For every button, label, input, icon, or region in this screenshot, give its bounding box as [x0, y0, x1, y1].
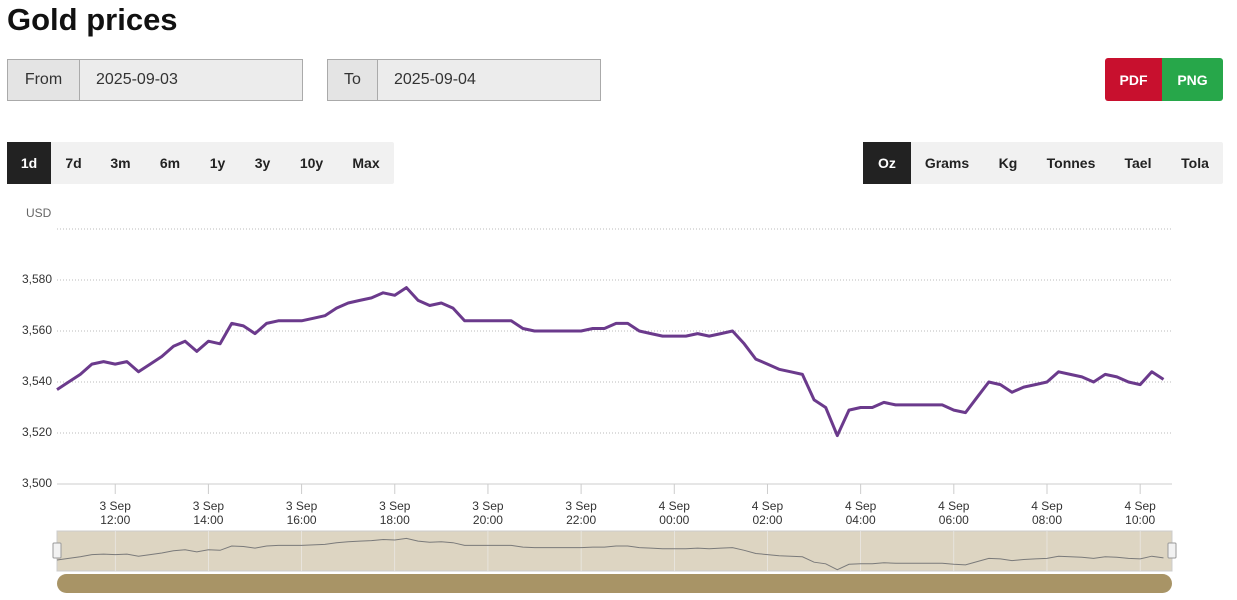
x-tick-label: 4 Sep 10:00 [1124, 499, 1156, 527]
x-tick-label: 4 Sep 04:00 [844, 499, 877, 527]
page-title: Gold prices [7, 2, 178, 37]
y-tick-label: 3,500 [22, 476, 52, 490]
x-tick-label: 3 Sep 16:00 [285, 499, 318, 527]
option-button[interactable]: 3m [110, 155, 131, 171]
from-field[interactable]: From 2025-09-03 [7, 59, 303, 101]
x-tick-label: 4 Sep 00:00 [658, 499, 690, 527]
x-tick-label: 3 Sep 22:00 [565, 499, 597, 527]
navigator-handle [1167, 542, 1177, 559]
x-tick-label: 4 Sep 06:00 [938, 499, 970, 527]
x-tick-label: 3 Sep 20:00 [472, 499, 504, 527]
from-value[interactable]: 2025-09-03 [96, 71, 178, 88]
option-button[interactable]: 7d [65, 155, 82, 171]
option-button[interactable]: Kg [998, 155, 1018, 171]
option-button[interactable]: Tonnes [1046, 155, 1096, 171]
y-tick-label: 3,540 [22, 374, 52, 388]
x-tick-label: 4 Sep 02:00 [751, 499, 784, 527]
navigator-handle [52, 542, 62, 559]
y-tick-label: 3,560 [22, 323, 52, 337]
option-button[interactable]: Tola [1181, 155, 1209, 171]
x-tick-label: 4 Sep 08:00 [1031, 499, 1063, 527]
option-button[interactable]: 6m [159, 155, 181, 171]
from-label: From [8, 60, 80, 100]
x-tick-label: 3 Sep 14:00 [192, 499, 225, 527]
x-tick-label: 3 Sep 18:00 [379, 499, 411, 527]
to-value[interactable]: 2025-09-04 [394, 71, 476, 88]
option-button[interactable]: 1d [7, 142, 51, 184]
option-button[interactable]: 3y [254, 155, 271, 171]
unit-bar: Oz Grams Kg Tonnes Tael Tola [863, 142, 1223, 184]
option-button[interactable]: Max [352, 155, 380, 171]
png-button[interactable]: PNG [1162, 58, 1223, 101]
to-label: To [328, 60, 378, 100]
y-tick-label: 3,520 [22, 425, 52, 439]
to-field[interactable]: To 2025-09-04 [327, 59, 601, 101]
option-button[interactable]: Tael [1124, 155, 1152, 171]
option-button[interactable]: 1y [209, 155, 226, 171]
option-button[interactable]: Oz [863, 142, 911, 184]
price-line [56, 286, 1165, 438]
pdf-button[interactable]: PDF [1105, 58, 1162, 101]
y-tick-label: 3,580 [22, 272, 52, 286]
x-tick-label: 3 Sep 12:00 [99, 499, 131, 527]
range-bar: 1d 7d 3m 6m 1y 3y 10y Max [7, 142, 394, 184]
navigator-background [56, 530, 1173, 572]
y-axis-unit: USD [26, 206, 52, 220]
scrollbar [57, 574, 1172, 593]
option-button[interactable]: 10y [299, 155, 324, 171]
option-button[interactable]: Grams [924, 155, 970, 171]
navigator-line [56, 537, 1164, 571]
